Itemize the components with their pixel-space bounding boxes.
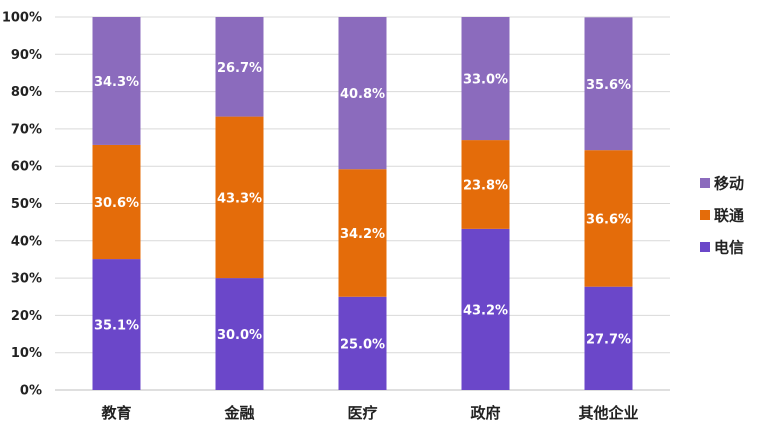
y-tick-label: 0% [20,384,42,399]
data-label: 30.0% [217,328,262,343]
y-tick-label: 60% [11,160,42,175]
bar-segment [92,144,141,260]
data-label: 33.0% [463,73,508,88]
data-label: 23.8% [463,178,508,193]
bar-segment [338,169,387,297]
data-label: 35.1% [94,319,139,334]
y-tick-label: 20% [11,309,42,324]
x-category-label: 教育 [100,404,131,422]
legend-swatch [700,242,710,252]
data-labels: 35.1% 30.6% 34.3% 30.0% 43.3% 26.7% 25.0% 34.2%… [94,61,631,353]
legend-swatch [700,178,710,188]
data-label: 30.6% [94,196,139,211]
bar-segment [461,140,510,229]
bar-segment [215,17,264,117]
data-label: 34.2% [340,227,385,242]
y-tick-label: 10% [11,346,42,361]
legend-label: 电信 [714,239,744,257]
bar-segment [584,17,633,151]
bar-segment [584,150,633,287]
y-tick-label: 80% [11,85,42,100]
data-label: 43.2% [463,303,508,318]
x-axis: 教育 金融 医疗 政府 其他企业 [100,404,638,422]
data-label: 27.7% [586,332,631,347]
y-tick-label: 40% [11,234,42,249]
data-label: 25.0% [340,337,385,352]
x-category-label: 金融 [223,404,254,422]
legend-swatch [700,210,710,220]
y-tick-label: 100% [2,11,42,26]
data-label: 36.6% [586,212,631,227]
data-label: 34.3% [94,75,139,90]
y-tick-label: 50% [11,197,42,212]
bar-segment [92,17,141,145]
y-axis: 0% 10% 20% 30% 40% 50% 60% 70% 80% 90% 100% [2,11,42,399]
legend-label: 联通 [714,207,744,225]
bar-segment [461,17,510,141]
legend-label: 移动 [714,175,744,193]
y-tick-label: 90% [11,48,42,63]
bar-segment [215,116,264,279]
y-tick-label: 70% [11,122,42,137]
x-category-label: 其他企业 [578,404,638,422]
bar-segment [461,228,510,390]
x-category-label: 政府 [470,404,500,422]
bar-segment [338,296,387,390]
data-label: 40.8% [340,87,385,102]
bars [92,17,633,390]
bar-segment [92,259,141,390]
bar-segment [338,17,387,170]
bar-segment [215,278,264,390]
y-tick-label: 30% [11,272,42,287]
x-category-label: 医疗 [347,404,377,422]
data-label: 26.7% [217,61,262,76]
bar-segment [584,286,633,390]
data-label: 43.3% [217,191,262,206]
data-label: 35.6% [586,78,631,93]
